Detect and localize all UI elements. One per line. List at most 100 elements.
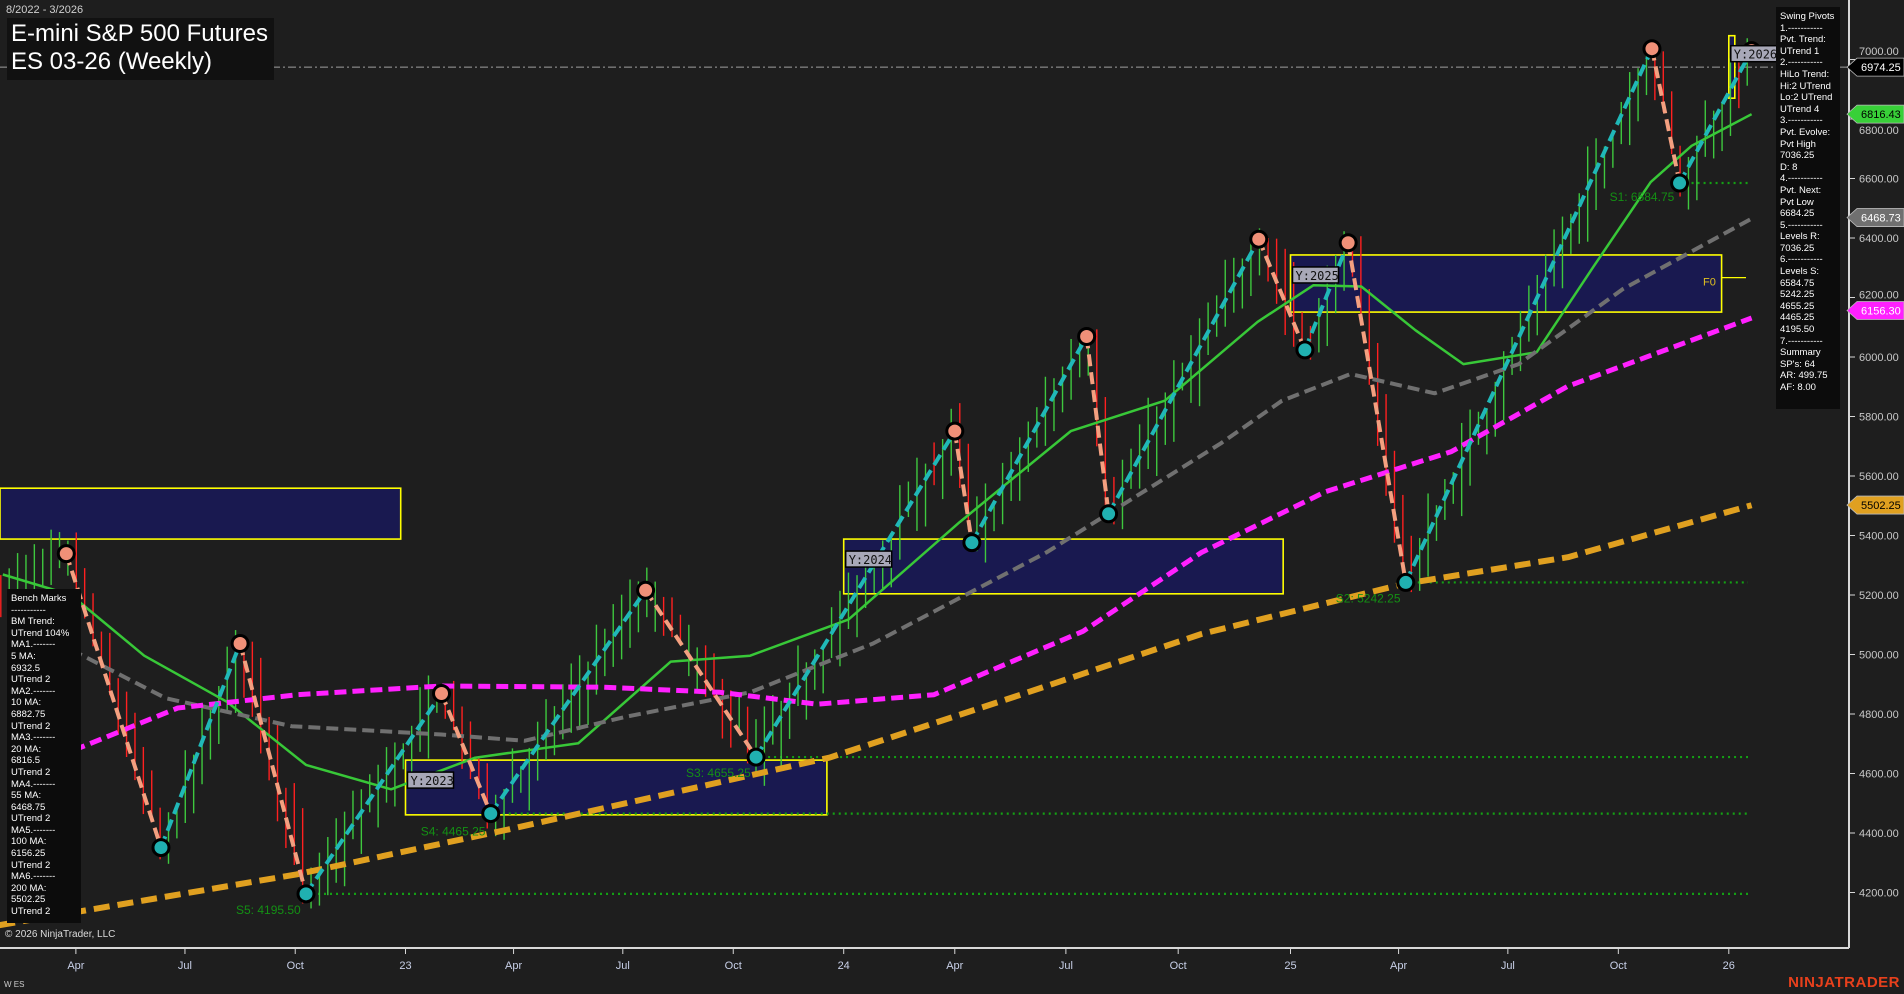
panel-line: 10 MA: <box>11 697 42 709</box>
panel-line: 7.----------- <box>1780 335 1823 347</box>
panel-line: Hi:2 UTrend <box>1780 80 1831 92</box>
y-tick-label: 4600.00 <box>1859 769 1899 781</box>
copyright: © 2026 NinjaTrader, LLC <box>5 929 116 940</box>
pivot-low-marker <box>746 747 766 767</box>
panel-line: Lo:2 UTrend <box>1780 92 1833 104</box>
y-tick-label: 4200.00 <box>1859 888 1899 900</box>
panel-line: UTrend 2 <box>11 766 51 778</box>
panel-line: 200 MA: <box>11 882 47 894</box>
pivot-high-marker <box>1249 229 1269 249</box>
panel-line: MA5.------- <box>11 824 56 836</box>
yearly-zone <box>1728 34 1736 99</box>
x-tick-label: Oct <box>725 960 742 972</box>
panel-line: 4465.25 <box>1780 312 1815 324</box>
panel-line: 4.----------- <box>1780 173 1823 185</box>
bench-marks-panel: Bench Marks ----------- BM Trend: UTrend 10… <box>7 589 81 923</box>
yearly-zone <box>1289 254 1723 313</box>
panel-line: MA2.------- <box>11 685 56 697</box>
y-tick-label: 6400.00 <box>1859 233 1899 245</box>
instrument-code: W ES <box>4 980 25 989</box>
panel-line: 7036.25 <box>1780 150 1815 162</box>
panel-line: 6932.5 <box>11 662 41 674</box>
panel-line: UTrend 2 <box>11 859 51 871</box>
panel-line: 5 MA: <box>11 650 36 662</box>
panel-line: 3.----------- <box>1780 115 1823 127</box>
panel-line: 6156.25 <box>11 848 46 860</box>
panel-line: SP's: 64 <box>1780 358 1816 370</box>
price-tag: 5502.25 <box>1846 495 1904 515</box>
panel-line: 6.----------- <box>1780 254 1823 266</box>
panel-line: 100 MA: <box>11 836 47 848</box>
pivot-low-marker <box>1099 504 1119 524</box>
zone-label-bg <box>844 550 893 568</box>
panel-line: 6684.25 <box>1780 208 1815 220</box>
support-level-label: S5: 4195.50 <box>236 903 301 917</box>
y-tick-label: 6800.00 <box>1859 125 1899 137</box>
pivot-high-marker <box>945 421 965 441</box>
zone-label-bg <box>1291 266 1340 284</box>
panel-line: UTrend 2 <box>11 906 51 918</box>
x-tick-label: Jul <box>1059 960 1073 972</box>
panel-line: 4655.25 <box>1780 300 1815 312</box>
pivot-low-marker <box>962 533 982 553</box>
x-tick-label: 24 <box>838 960 850 972</box>
zigzag-segment <box>754 430 957 759</box>
panel-line: MA1.------- <box>11 639 56 651</box>
panel-line: MA3.------- <box>11 732 56 744</box>
x-tick-label: Jul <box>1501 960 1515 972</box>
y-tick-label: 5800.00 <box>1859 412 1899 424</box>
price-tag-value: 5502.25 <box>1861 500 1901 512</box>
pivot-high-marker <box>56 544 76 564</box>
pivot-low-marker <box>1396 572 1416 592</box>
price-tag-bg <box>1846 495 1904 515</box>
zigzag-segment <box>1346 242 1408 583</box>
panel-line: Pvt. Trend: <box>1780 34 1826 46</box>
panel-line: 2.----------- <box>1780 57 1823 69</box>
panel-line: 5502.25 <box>11 894 46 906</box>
panel-line: BM Trend: <box>11 616 55 628</box>
panel-line: 7036.25 <box>1780 242 1815 254</box>
price-tag-value: 6974.25 <box>1861 62 1901 74</box>
price-tag-value: 6816.43 <box>1861 109 1901 121</box>
price-tag-value: 6156.30 <box>1861 306 1901 318</box>
zone-label: Y:2026 <box>1730 44 1778 63</box>
pivot-high-marker <box>636 580 656 600</box>
zigzag-segment <box>489 589 648 815</box>
zigzag-segment <box>952 430 974 543</box>
pivot-low-marker <box>151 838 171 858</box>
y-tick-label: 7000.00 <box>1859 46 1899 58</box>
pivot-high-marker <box>432 683 452 703</box>
panel-line: Levels S: <box>1780 266 1820 278</box>
x-tick-label: Oct <box>287 960 304 972</box>
pivot-high-marker <box>1642 39 1662 59</box>
axes: 7000.00 6800.00 6600.00 6400.00 6200.00 6000.… <box>0 0 1904 972</box>
panel-line: 6816.5 <box>11 755 41 767</box>
zigzag-segment <box>1677 49 1754 184</box>
zigzag-segment <box>159 642 242 849</box>
panel-line: Swing Pivots <box>1780 11 1835 22</box>
ma-line-200ma <box>0 502 1753 929</box>
zone-label-text: Y:2024 <box>849 553 892 567</box>
panel-line: AR: 499.75 <box>1780 370 1828 382</box>
pivot-markers <box>56 39 1762 904</box>
zigzag-segment <box>238 642 308 895</box>
swing-pivots-panel: Swing Pivots 1.----------- Pvt. Trend: UTre… <box>1776 7 1840 409</box>
pivot-high-marker <box>1077 326 1097 346</box>
support-level-label: S3: 4655.25 <box>686 766 751 780</box>
x-tick-label: Apr <box>1390 960 1407 972</box>
y-tick-label: 4400.00 <box>1859 828 1899 840</box>
zigzag-segment <box>1649 48 1682 184</box>
panel-line: 6468.75 <box>11 801 46 813</box>
panel-line: ----------- <box>11 604 46 616</box>
y-tick-label: 6200.00 <box>1859 290 1899 302</box>
price-tag: 6816.43 <box>1846 104 1904 124</box>
zigzag-segment <box>970 335 1089 544</box>
ma-line-55ma <box>70 216 1753 743</box>
ninjatrader-logo: NINJATRADER <box>1788 974 1900 991</box>
price-tag: 6974.25 <box>1846 57 1904 77</box>
x-tick-label: Apr <box>505 960 522 972</box>
ma-line-100ma <box>72 315 1753 753</box>
price-tag-bg <box>1846 301 1904 320</box>
support-level-label: S4: 4465.25 <box>421 825 486 839</box>
